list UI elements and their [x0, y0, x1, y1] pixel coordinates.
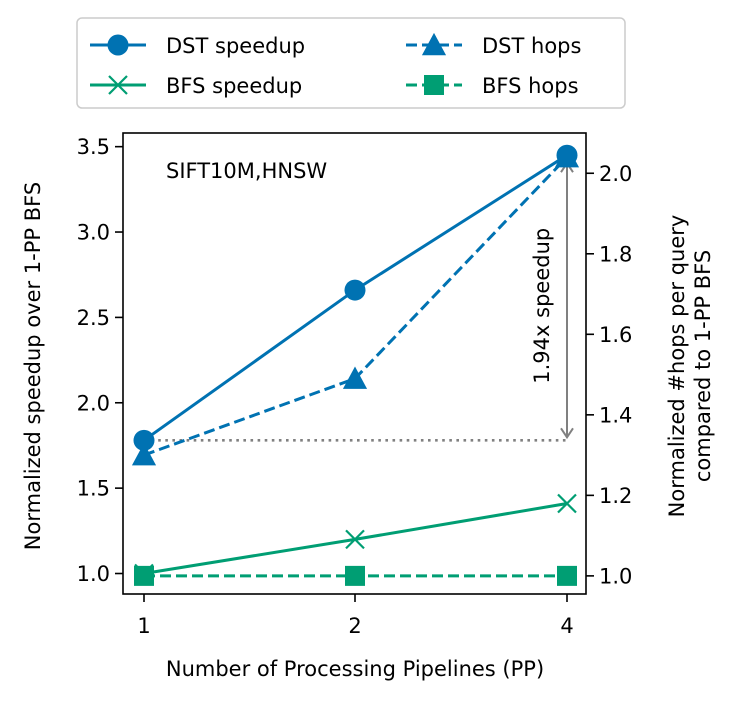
- data-point: [342, 366, 368, 389]
- right-axis: 1.0 1.2 1.4 1.6 1.8 2.0: [586, 162, 632, 588]
- left-tick-label: 2.5: [77, 306, 110, 330]
- series-layer: [131, 144, 580, 586]
- speedup-arrow-head-bottom: [560, 427, 574, 440]
- data-point: [345, 529, 365, 550]
- legend-entry: BFS speedup: [90, 74, 302, 98]
- left-axis: 1.0 1.5 2.0 2.5 3.0 3.5: [77, 135, 123, 586]
- series-dst-speedup: [133, 144, 578, 451]
- left-tick-label: 2.0: [77, 391, 110, 415]
- x-axis: 1 2 4: [137, 594, 574, 638]
- legend-entry: BFS hops: [406, 74, 579, 98]
- left-axis-title: Normalized speedup over 1-PP BFS: [21, 182, 45, 550]
- right-tick-label: 1.0: [599, 564, 632, 588]
- x-tick-label: 4: [560, 614, 573, 638]
- data-point: [557, 493, 577, 514]
- data-point: [133, 429, 155, 451]
- left-tick-label: 1.0: [77, 562, 110, 586]
- series-line: [143, 156, 569, 457]
- data-point: [554, 145, 580, 168]
- right-axis-title-line2: compared to 1-PP BFS: [691, 250, 715, 482]
- series-dst-hops: [131, 145, 580, 466]
- x-tick-label: 2: [348, 614, 361, 638]
- data-point: [134, 565, 154, 586]
- x-tick-label: 1: [137, 614, 150, 638]
- right-tick-label: 1.2: [599, 484, 632, 508]
- legend-label: BFS speedup: [166, 74, 302, 98]
- left-tick-label: 3.5: [77, 135, 110, 159]
- legend-entry: DST speedup: [90, 34, 305, 58]
- legend-label: DST speedup: [166, 34, 305, 58]
- legend-marker: [108, 75, 128, 95]
- legend-label: BFS hops: [482, 74, 579, 98]
- x-axis-title: Number of Processing Pipelines (PP): [166, 657, 544, 681]
- chart-annotation: SIFT10M,HNSW: [166, 159, 327, 183]
- plot-frame: [122, 132, 587, 595]
- right-tick-label: 1.4: [599, 403, 632, 427]
- right-axis-title-line1: Normalized #hops per query: [665, 215, 689, 518]
- data-point: [345, 565, 365, 586]
- right-tick-label: 1.8: [599, 242, 632, 266]
- legend-marker: [424, 75, 444, 95]
- legend-entry: DST hops: [406, 32, 581, 58]
- left-tick-label: 1.5: [77, 477, 110, 501]
- legend-marker: [421, 32, 447, 56]
- legend: DST speedup BFS speedup DST hops BFS hops: [76, 17, 626, 109]
- right-tick-label: 1.6: [599, 323, 632, 347]
- legend-label: DST hops: [482, 34, 581, 58]
- data-point: [557, 565, 577, 586]
- data-point: [344, 279, 366, 301]
- legend-frame: [76, 17, 626, 109]
- speedup-annotation-label: 1.94x speedup: [530, 228, 554, 384]
- speedup-annotation: 1.94x speedup: [144, 161, 574, 442]
- left-tick-label: 3.0: [77, 221, 110, 245]
- right-tick-label: 2.0: [599, 162, 632, 186]
- legend-marker: [107, 34, 129, 56]
- series-bfs-hops: [134, 565, 577, 586]
- data-point: [131, 443, 157, 466]
